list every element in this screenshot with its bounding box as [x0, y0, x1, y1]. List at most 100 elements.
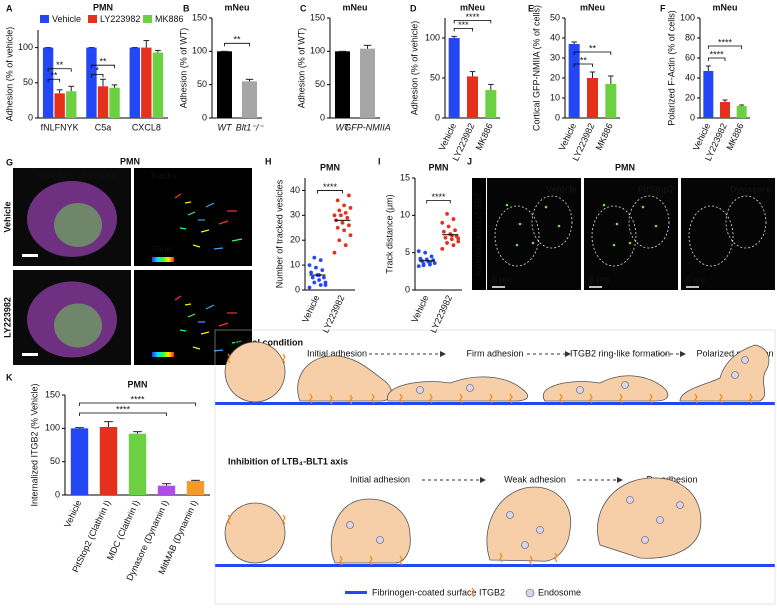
bar: [360, 48, 375, 118]
cell: [387, 376, 528, 402]
significance-bracket: [47, 68, 72, 72]
cell-outline: [494, 205, 540, 267]
scale-label: 5 μm: [589, 274, 609, 284]
data-point: [342, 228, 346, 233]
y-tick-label: 100: [192, 46, 207, 56]
cell: [297, 355, 393, 402]
chart-title: PMN: [128, 379, 148, 389]
x-tick-label: Vehicle: [409, 294, 430, 325]
stage-label: Initial adhesion: [307, 348, 367, 358]
x-tick-label: fNLFNYK: [41, 122, 79, 132]
panel-title: PMN: [615, 162, 635, 172]
channel-label: Tracks: [150, 170, 177, 180]
y-tick-label: 40: [550, 32, 560, 42]
data-point: [345, 215, 350, 220]
panel-letter: C: [300, 3, 307, 13]
endosome: [676, 501, 684, 509]
integrin: [309, 393, 313, 404]
data-point: [456, 239, 461, 244]
x-tick-label: CXCL8: [132, 122, 161, 132]
significance-bracket: [453, 20, 492, 24]
endosome: [416, 386, 424, 394]
bar: [568, 44, 580, 118]
integrin: [282, 353, 286, 364]
y-axis-label: Polarized F-Actin (% of cells): [666, 10, 676, 126]
y-tick-label: 30: [550, 52, 560, 62]
data-point: [451, 217, 456, 221]
chart-title: mNeu: [224, 2, 249, 12]
data-point: [337, 208, 342, 213]
integrin: [554, 552, 558, 563]
cell: [542, 375, 669, 402]
bar: [485, 90, 497, 118]
vesicle: [515, 243, 519, 247]
data-point: [347, 223, 351, 228]
cell-stain: [54, 203, 102, 247]
y-tick-label: 50: [430, 72, 440, 82]
cell-outline: [688, 205, 734, 267]
endosome: [621, 381, 629, 389]
data-point: [416, 264, 421, 269]
significance-bracket: [47, 78, 61, 83]
y-axis-label: Adhesion (% of WT): [296, 28, 306, 109]
data-point: [428, 260, 432, 265]
integrin: [529, 555, 533, 566]
panel-letter: K: [6, 372, 13, 382]
surface: [215, 402, 775, 405]
y-tick-label: 0: [690, 112, 695, 122]
x-tick-label: WT: [336, 122, 351, 132]
integrin: [429, 393, 433, 404]
panel-letter: A: [6, 3, 13, 13]
bar: [152, 52, 164, 118]
data-point: [453, 228, 457, 233]
scale-label: 5 μm: [492, 274, 512, 284]
legend-swatch: [40, 15, 49, 23]
panel-letter: G: [6, 157, 13, 167]
panel-letter: H: [265, 156, 272, 166]
data-point: [322, 275, 326, 280]
endosome: [346, 521, 354, 529]
y-tick-label: 0: [405, 284, 410, 294]
cell-outline: [591, 205, 637, 267]
integrin: [369, 555, 373, 566]
data-point: [312, 255, 317, 260]
x-tick-label: Blt1⁻/⁻: [236, 122, 265, 132]
legend-label: Vehicle: [52, 14, 81, 24]
significance-label: ****: [465, 12, 480, 22]
data-point: [440, 220, 445, 225]
data-point: [432, 261, 437, 266]
data-point: [339, 213, 343, 218]
integrin: [399, 393, 403, 404]
y-tick-label: 100: [310, 46, 325, 56]
y-tick-label: 10: [290, 259, 300, 269]
stage-label: Polarized migration: [696, 348, 773, 358]
bar: [736, 106, 747, 118]
integrin: [509, 393, 513, 404]
vesicle: [641, 205, 645, 209]
stage-label: Firm adhesion: [466, 348, 523, 358]
integrin: [589, 393, 593, 404]
data-point: [441, 229, 446, 234]
bar: [97, 86, 109, 118]
chart-title: PMN: [429, 162, 449, 172]
bar: [66, 91, 77, 118]
cell-outline: [725, 195, 767, 249]
significance-bracket: [79, 402, 196, 406]
panel-letter: I: [378, 156, 381, 166]
significance-bracket: [91, 73, 104, 78]
integrin: [619, 393, 623, 404]
column-label: Vehicle: [546, 184, 577, 194]
integrin: [227, 353, 231, 364]
track: [213, 349, 224, 352]
y-axis-label: Adhesion (% of vehicle): [409, 21, 419, 116]
significance-label: ***: [458, 20, 469, 30]
diagram-heading: Inhibition of LTB₄-BLT1 axis: [228, 456, 348, 466]
vesicle: [544, 205, 548, 209]
panel-title: PMN: [120, 156, 140, 166]
scale-label: 5 μm: [686, 274, 706, 284]
y-tick-label: 80: [685, 32, 695, 42]
significance-label: ****: [323, 182, 338, 192]
cell: [330, 498, 411, 564]
integrin: [649, 393, 653, 404]
